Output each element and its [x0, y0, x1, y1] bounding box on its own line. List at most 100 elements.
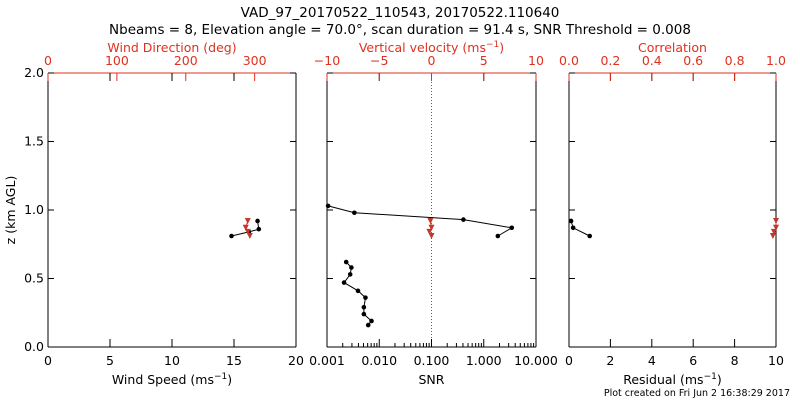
panel-snr-xtick-top-label-2: 0 [428, 53, 436, 68]
panel-snr-bottom-axis-label-part-0: SNR [419, 372, 445, 387]
panel-snr-xtick-top-label-0: −10 [314, 53, 340, 68]
panel-residual-xtick-top-label-4: 0.8 [725, 53, 745, 68]
panel-snr-series-1-point-1 [509, 225, 515, 231]
panel-snr-series-2-point-0 [428, 233, 435, 240]
panel-residual-series-1-point-1 [770, 228, 777, 235]
panel-residual-xtick-bottom-label-4: 8 [731, 353, 739, 368]
panel-wind-ytick-label-3: 1.5 [24, 134, 44, 149]
panel-snr-top-axis-label-part-0: Vertical velocity (ms [359, 40, 486, 55]
panel-wind-top-axis-label: Wind Direction (deg) [107, 40, 236, 55]
panel-wind-series-1-point-1 [244, 228, 251, 235]
panel-wind-ytick-label-1: 0.5 [24, 271, 44, 286]
panel-wind-bottom-axis-label-part-0: Wind Speed (ms [112, 372, 214, 387]
panel-residual-xtick-top-label-2: 0.4 [642, 53, 662, 68]
panel-residual-bottom-axis-label: Residual (ms−1) [623, 372, 722, 387]
panel-snr-series-0-point-0 [365, 322, 371, 328]
panel-wind-xtick-bottom-label-4: 20 [288, 353, 304, 368]
panel-snr-series-1-point-3 [352, 210, 357, 216]
panel-wind-xtick-bottom-label-3: 15 [226, 353, 242, 368]
panel-snr-xtick-top-label-4: 10 [528, 53, 544, 68]
panel-wind-series-0-point-3 [255, 218, 260, 224]
panel-wind-series-1-point-0 [246, 233, 253, 240]
panel-wind-series-0-line [231, 220, 260, 237]
panel-residual-xtick-bottom-label-3: 6 [689, 353, 697, 368]
panel-wind-top-axis-label-part-0: Wind Direction (deg) [107, 40, 236, 55]
panel-snr-series-1-point-2 [461, 217, 466, 222]
panel-residual-series-0-point-0 [587, 233, 592, 239]
panel-wind-series-0-point-2 [256, 226, 262, 232]
panel-snr-series-0-point-8 [349, 265, 354, 270]
panel-residual-xtick-bottom-label-5: 10 [768, 353, 784, 368]
panel-residual-xtick-top-label-3: 0.6 [683, 53, 703, 68]
panel-snr-series-2-point-1 [426, 228, 433, 235]
panel-wind-xtick-top-label-0: 0 [44, 53, 52, 68]
panel-wind-ytick-label-4: 2.0 [24, 65, 44, 80]
panel-residual-series-0-point-2 [568, 218, 574, 224]
panel-wind-ytick-label-2: 1.0 [24, 202, 44, 217]
panel-snr-bottom-axis-label: SNR [419, 372, 445, 387]
panel-snr-xtick-bottom-label-2: 0.100 [414, 353, 450, 368]
panel-residual-bottom-axis-label-part-0: Residual (ms [623, 372, 703, 387]
panel-wind-series-1-point-2 [242, 224, 249, 231]
panel-wind-xtick-bottom-label-2: 10 [164, 353, 180, 368]
panel-residual-top-axis-label-part-0: Correlation [638, 40, 707, 55]
panel-snr-series-1-point-0 [495, 233, 501, 239]
panel-wind-xtick-top-label-2: 200 [174, 53, 198, 68]
panel-residual-xtick-top-label-5: 1.0 [766, 53, 786, 68]
panel-snr-series-0-point-7 [347, 272, 353, 277]
panel-snr-top-axis-label-part-2: ) [499, 40, 504, 55]
panel-wind-y-axis-label: z (km AGL) [3, 176, 18, 245]
panel-snr-series-0-point-4 [363, 295, 368, 300]
panel-wind-bottom-axis-label: Wind Speed (ms−1) [112, 372, 232, 387]
panel-wind-y-axis-label-part-0: z (km AGL) [3, 176, 18, 245]
panel-residual-xtick-top-label-0: 0.0 [559, 53, 579, 68]
panel-snr-series-0-point-2 [361, 311, 367, 317]
panel-residual-series-1-point-0 [769, 233, 776, 240]
panel-residual-xtick-bottom-label-0: 0 [565, 353, 573, 368]
panel-wind-xtick-top-label-1: 100 [105, 53, 129, 68]
panel-wind-series-0-point-0 [229, 233, 234, 239]
panel-snr-series-2-point-3 [427, 217, 434, 224]
panel-snr-series-0-line [343, 261, 373, 326]
panel-wind: 0.0 0.5 1.0 1.5 2.0 z (km AGL) 0 5 10 15 20 Wind Sp… [3, 40, 304, 387]
panel-snr-series-0-point-3 [361, 304, 367, 310]
panel-snr-series-0-point-5 [355, 288, 361, 294]
panel-snr-series-2-point-2 [428, 224, 435, 231]
panel-residual-xtick-bottom-label-1: 2 [606, 353, 614, 368]
panel-wind-xtick-top-label-3: 300 [243, 53, 267, 68]
panel-residual: 0 2 4 6 8 10 Residual (ms−1) 0.0 0.2 0.4 0.6 0.8 1.0… [559, 40, 786, 387]
panel-snr-xtick-bottom-label-1: 0.010 [361, 353, 397, 368]
panel-snr-xtick-top-label-3: 5 [480, 53, 488, 68]
panel-snr-top-axis-label-part-1: −1 [486, 40, 499, 50]
panel-residual-series-1-point-2 [773, 224, 779, 231]
panel-snr-series-0-point-9 [343, 259, 349, 265]
panel-wind-xtick-bottom-label-1: 5 [106, 353, 114, 368]
panel-wind-bottom-axis-label-part-2: ) [227, 372, 232, 387]
panel-snr-series-0-point-1 [369, 318, 374, 324]
panel-snr-top-axis-label: Vertical velocity (ms−1) [359, 40, 504, 55]
panel-snr-xtick-bottom-label-0: 0.001 [309, 353, 345, 368]
panel-wind-xtick-bottom-label-0: 0 [44, 353, 52, 368]
panel-residual-xtick-top-label-1: 0.2 [600, 53, 620, 68]
panel-residual-xtick-bottom-label-2: 4 [648, 353, 656, 368]
panel-wind-bottom-axis-label-part-1: −1 [214, 372, 227, 382]
panel-snr-xtick-bottom-label-3: 1.000 [466, 353, 502, 368]
panel-snr-series-0-point-6 [341, 280, 347, 285]
chart-title-line1: VAD_97_20170522_110543, 20170522.110640 [241, 5, 560, 21]
panel-wind-series-1-point-3 [244, 217, 251, 224]
panel-residual-top-axis-label: Correlation [638, 40, 707, 55]
panel-snr: 0.001 0.010 0.100 1.000 10.000 SNR −10 −5 0 5 10 Ve… [309, 40, 558, 387]
panel-snr-xtick-top-label-1: −5 [370, 53, 388, 68]
panel-residual-bottom-axis-label-part-1: −1 [704, 372, 717, 382]
panel-snr-xtick-bottom-label-4: 10.000 [514, 353, 558, 368]
panel-snr-series-1-point-4 [325, 203, 331, 209]
panel-snr-series-1-line [327, 205, 514, 237]
panel-residual-series-0-point-1 [570, 225, 576, 231]
panel-residual-bottom-axis-label-part-2: ) [717, 372, 722, 387]
panel-wind-ytick-label-0: 0.0 [24, 339, 44, 354]
plot-created-footer: Plot created on Fri Jun 2 16:38:29 2017 [604, 388, 790, 399]
chart-title-line2: Nbeams = 8, Elevation angle = 70.0°, sca… [109, 22, 691, 38]
panel-residual-series-1-point-3 [773, 217, 779, 224]
